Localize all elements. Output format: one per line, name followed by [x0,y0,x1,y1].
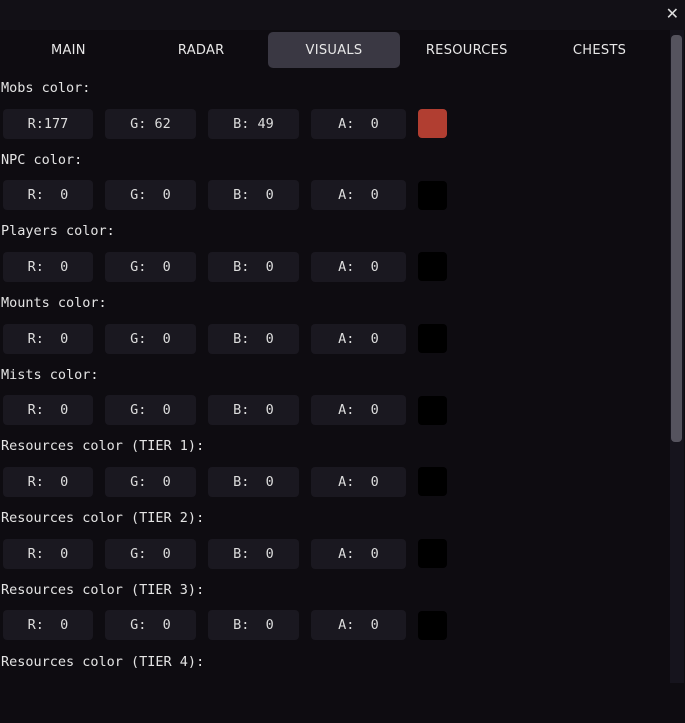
b-channel-input[interactable]: B: 0 [208,324,299,354]
b-channel-input[interactable]: B: 49 [208,109,299,139]
a-channel-input[interactable]: A: 0 [311,539,406,569]
color-label: Resources color (TIER 2): [0,508,668,529]
tab-chests[interactable]: CHESTS [533,32,666,68]
r-channel-input[interactable]: R:177 [3,109,93,139]
close-icon[interactable]: ✕ [666,4,679,23]
color-inputs: R: 0 G: 0 B: 0 A: 0 [0,395,668,426]
a-channel-input[interactable]: A: 0 [311,395,406,425]
color-swatch[interactable] [418,252,447,281]
color-inputs: R: 0 G: 0 B: 0 A: 0 [0,180,668,211]
a-channel-input[interactable]: A: 0 [311,109,406,139]
g-channel-input[interactable]: G: 0 [105,467,196,497]
tab-main[interactable]: MAIN [2,32,135,68]
scrollbar-thumb[interactable] [671,35,682,442]
color-label: Mobs color: [0,78,668,99]
color-label: Mounts color: [0,293,668,314]
a-channel-input[interactable]: A: 0 [311,180,406,210]
a-channel-input[interactable]: A: 0 [311,324,406,354]
r-channel-input[interactable]: R: 0 [3,252,93,282]
tab-visuals[interactable]: VISUALS [268,32,401,68]
color-label: NPC color: [0,150,668,171]
color-label: Mists color: [0,365,668,386]
color-label: Resources color (TIER 1): [0,436,668,457]
color-swatch[interactable] [418,109,447,138]
b-channel-input[interactable]: B: 0 [208,252,299,282]
color-label: Resources color (TIER 3): [0,580,668,601]
r-channel-input[interactable]: R: 0 [3,610,93,640]
r-channel-input[interactable]: R: 0 [3,324,93,354]
color-setting: Resources color (TIER 1): R: 0 G: 0 B: 0 A: … [0,436,668,508]
tab-resources[interactable]: RESOURCES [400,32,533,68]
color-setting: Mobs color: R:177 G: 62 B: 49 A: 0 [0,78,668,150]
color-inputs: R:177 G: 62 B: 49 A: 0 [0,108,668,139]
r-channel-input[interactable]: R: 0 [3,467,93,497]
r-channel-input[interactable]: R: 0 [3,395,93,425]
g-channel-input[interactable]: G: 0 [105,610,196,640]
b-channel-input[interactable]: B: 0 [208,467,299,497]
color-setting: NPC color: R: 0 G: 0 B: 0 A: 0 [0,150,668,222]
color-swatch[interactable] [418,396,447,425]
b-channel-input[interactable]: B: 0 [208,180,299,210]
a-channel-input[interactable]: A: 0 [311,467,406,497]
color-label: Resources color (TIER 4): [0,652,668,673]
g-channel-input[interactable]: G: 0 [105,324,196,354]
r-channel-input[interactable]: R: 0 [3,539,93,569]
color-inputs: R: 0 G: 0 B: 0 A: 0 [0,466,668,497]
color-setting: Resources color (TIER 3): R: 0 G: 0 B: 0 A: … [0,580,668,652]
a-channel-input[interactable]: A: 0 [311,610,406,640]
color-setting: Mists color: R: 0 G: 0 B: 0 A: 0 [0,365,668,437]
color-inputs: R: 0 G: 0 B: 0 A: 0 [0,610,668,641]
color-inputs: R: 0 G: 0 B: 0 A: 0 [0,538,668,569]
b-channel-input[interactable]: B: 0 [208,610,299,640]
color-label: Players color: [0,221,668,242]
g-channel-input[interactable]: G: 0 [105,395,196,425]
color-inputs: R: 0 G: 0 B: 0 A: 0 [0,251,668,282]
g-channel-input[interactable]: G: 62 [105,109,196,139]
color-swatch[interactable] [418,467,447,496]
color-setting: Resources color (TIER 2): R: 0 G: 0 B: 0 A: … [0,508,668,580]
color-swatch[interactable] [418,324,447,353]
tab-radar[interactable]: RADAR [135,32,268,68]
a-channel-input[interactable]: A: 0 [311,252,406,282]
color-inputs: R: 0 G: 0 B: 0 A: 0 [0,323,668,354]
color-swatch[interactable] [418,539,447,568]
color-setting: Players color: R: 0 G: 0 B: 0 A: 0 [0,221,668,293]
color-setting: Mounts color: R: 0 G: 0 B: 0 A: 0 [0,293,668,365]
g-channel-input[interactable]: G: 0 [105,180,196,210]
b-channel-input[interactable]: B: 0 [208,539,299,569]
g-channel-input[interactable]: G: 0 [105,252,196,282]
g-channel-input[interactable]: G: 0 [105,539,196,569]
color-swatch[interactable] [418,611,447,640]
r-channel-input[interactable]: R: 0 [3,180,93,210]
b-channel-input[interactable]: B: 0 [208,395,299,425]
color-setting: Resources color (TIER 4): [0,652,668,723]
title-bar[interactable]: ✕ [0,0,685,30]
color-swatch[interactable] [418,181,447,210]
